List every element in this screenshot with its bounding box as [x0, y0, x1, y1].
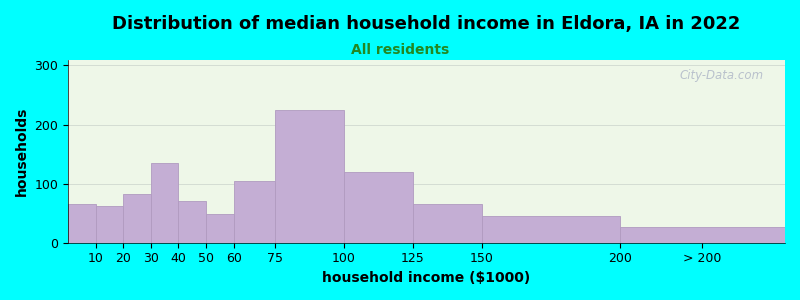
Bar: [151, 163, 178, 243]
Bar: [123, 194, 151, 243]
Y-axis label: households: households: [15, 106, 29, 196]
Bar: [68, 204, 96, 243]
Bar: [275, 110, 344, 243]
Bar: [96, 206, 123, 243]
Text: City-Data.com: City-Data.com: [679, 69, 763, 82]
Bar: [619, 227, 785, 243]
Bar: [482, 215, 619, 243]
Text: All residents: All residents: [351, 43, 449, 57]
Bar: [206, 214, 234, 243]
Bar: [344, 172, 413, 243]
Bar: [178, 201, 206, 243]
X-axis label: household income ($1000): household income ($1000): [322, 271, 530, 285]
Title: Distribution of median household income in Eldora, IA in 2022: Distribution of median household income …: [112, 15, 741, 33]
Bar: [413, 204, 482, 243]
Bar: [234, 181, 275, 243]
